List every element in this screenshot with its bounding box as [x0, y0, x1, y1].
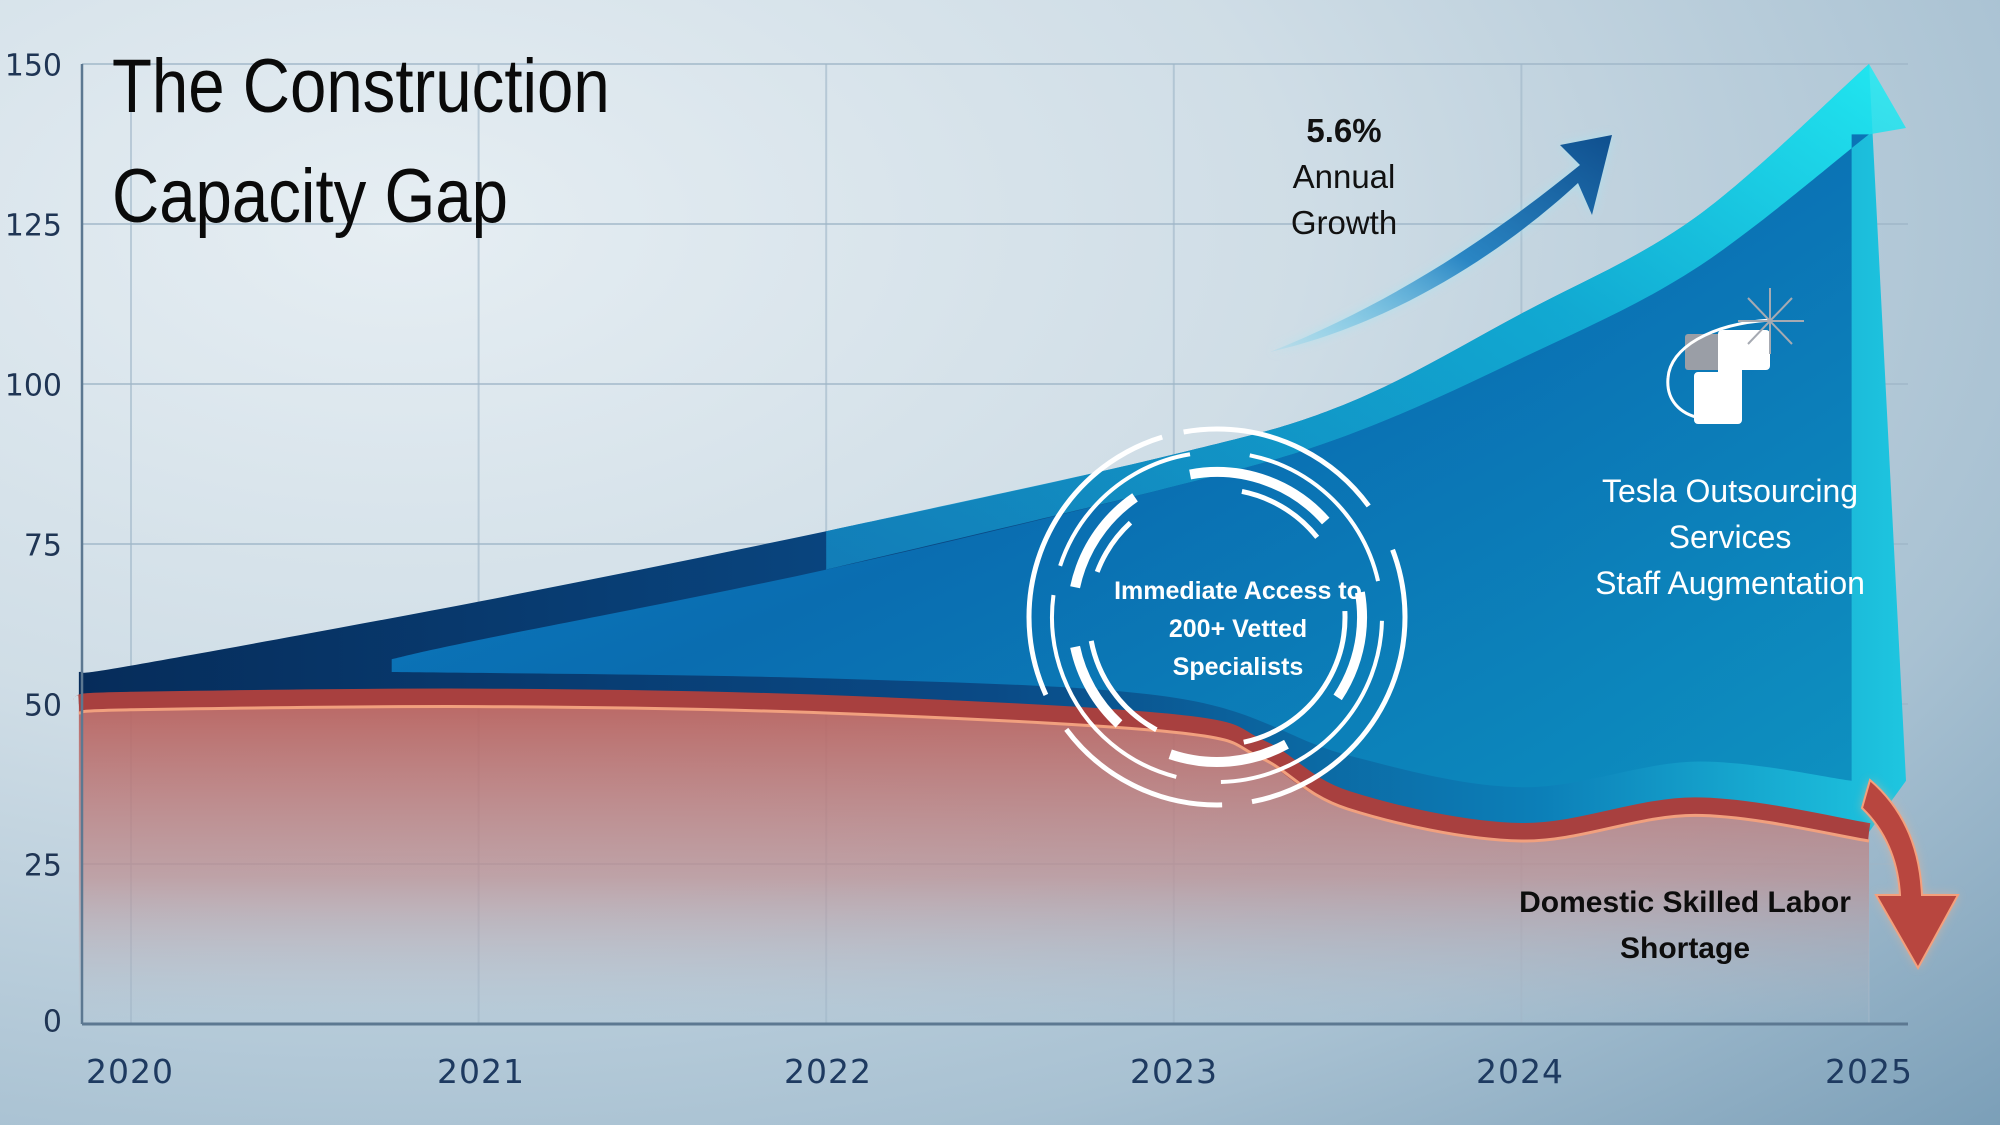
trend-up-arrow-icon — [1270, 135, 1612, 352]
brand-label: Tesla Outsourcing Services Staff Augment… — [1560, 468, 1900, 606]
chart-title-line: The Construction — [112, 44, 610, 129]
brand-line: Tesla Outsourcing — [1601, 473, 1859, 509]
y-tick-label: 50 — [23, 688, 62, 724]
x-tick-label: 2020 — [86, 1052, 174, 1091]
x-tick-label: 2022 — [784, 1052, 872, 1091]
tesla-outsourcing-logo-icon — [1666, 288, 1804, 424]
shortage-line: Domestic Skilled Labor — [1519, 886, 1851, 919]
growth-label-line: Annual — [1292, 158, 1396, 195]
y-tick-label: 100 — [4, 368, 62, 404]
growth-label-line: Growth — [1290, 204, 1398, 241]
labor-area — [78, 697, 1870, 1024]
target-ring-icon — [1026, 426, 1408, 808]
shortage-line: Shortage — [1619, 932, 1751, 965]
axes — [80, 64, 1908, 1026]
demand-area-inner — [391, 134, 1870, 788]
y-tick-label: 150 — [4, 48, 62, 84]
callout-line: Specialists — [1172, 653, 1304, 681]
growth-annotation: 5.6% Annual Growth — [1244, 108, 1444, 246]
labor-line — [72, 688, 1871, 842]
callout-line: 200+ Vetted — [1168, 615, 1308, 643]
series-areas — [72, 64, 1907, 1024]
trend-down-arrow-icon — [1860, 778, 1960, 971]
demand-highlight-band — [826, 64, 1907, 570]
x-tick-label: 2024 — [1476, 1052, 1564, 1091]
chart-title-line: Capacity Gap — [112, 154, 508, 239]
x-tick-label: 2025 — [1825, 1052, 1913, 1091]
y-tick-label: 25 — [23, 848, 62, 884]
specialists-callout: Immediate Access to 200+ Vetted Speciali… — [1078, 572, 1398, 686]
brand-line: Staff Augmentation — [1595, 565, 1865, 601]
brand-line: Services — [1668, 519, 1792, 555]
labor-line-highlight — [78, 705, 1870, 843]
callout-line: Immediate Access to — [1114, 577, 1362, 605]
x-tick-label: 2023 — [1130, 1052, 1218, 1091]
chart-title: The Construction Capacity Gap — [112, 32, 610, 252]
y-tick-label: 0 — [42, 1004, 62, 1040]
y-tick-label: 125 — [4, 208, 62, 244]
x-tick-label: 2021 — [437, 1052, 525, 1091]
y-tick-label: 75 — [23, 528, 62, 564]
shortage-label: Domestic Skilled Labor Shortage — [1500, 880, 1870, 972]
growth-percent: 5.6% — [1306, 112, 1382, 149]
